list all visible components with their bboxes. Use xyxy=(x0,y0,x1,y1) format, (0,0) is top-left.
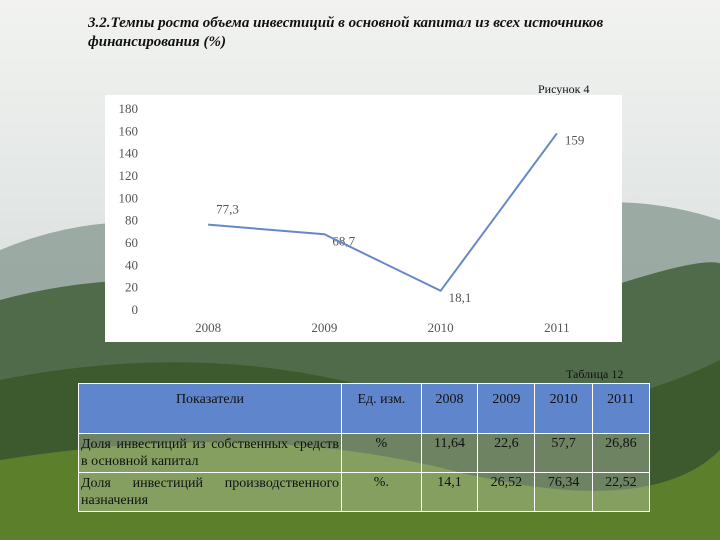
header-row: Показатели Ед. изм. 2008 2009 2010 2011 xyxy=(78,383,651,434)
x-tick-label: 2011 xyxy=(544,320,570,335)
y-tick-label: 120 xyxy=(119,168,139,183)
header-cell: Показатели xyxy=(78,383,342,434)
header-cell: 2011 xyxy=(591,383,651,434)
header-cell: 2009 xyxy=(477,383,536,434)
chart-area xyxy=(105,95,622,342)
data-label: 77,3 xyxy=(216,202,239,217)
table-cell: Доля инвестиций производственного назнач… xyxy=(78,472,342,512)
table-cell: 22,6 xyxy=(477,433,536,473)
table-cell: 14,1 xyxy=(420,472,479,512)
data-label: 18,1 xyxy=(449,290,472,305)
data-label: 68,7 xyxy=(332,233,355,248)
y-tick-label: 0 xyxy=(132,302,139,317)
header-cell: 2008 xyxy=(420,383,479,434)
table-row: Доля инвестиций из собственных средств в… xyxy=(78,433,651,473)
table-label: Таблица 12 xyxy=(566,367,624,381)
line xyxy=(208,132,558,293)
y-tick-label: 40 xyxy=(125,257,138,272)
table-row: Доля инвестиций производственного назнач… xyxy=(78,472,651,512)
data-label: 159 xyxy=(565,132,585,147)
y-tick-label: 180 xyxy=(119,101,139,116)
table-cell: 22,52 xyxy=(591,472,651,512)
table-cell: 57,7 xyxy=(534,433,593,473)
x-tick-label: 2009 xyxy=(311,320,337,335)
table-cell: 26,52 xyxy=(477,472,536,512)
table-cell: %. xyxy=(341,472,422,512)
table: Показатели Ед. изм. 2008 2009 2010 2011 Доля и… xyxy=(78,383,651,512)
header-cell: Ед. изм. xyxy=(341,383,422,434)
x-tick-label: 2008 xyxy=(195,320,221,335)
table-cell: 11,64 xyxy=(420,433,479,473)
header-cell: 2010 xyxy=(534,383,593,434)
y-tick-label: 160 xyxy=(119,123,139,138)
table-cell: 76,34 xyxy=(534,472,593,512)
y-tick-label: 140 xyxy=(119,146,139,161)
table-cell: % xyxy=(341,433,422,473)
table-cell: Доля инвестиций из собственных средств в… xyxy=(78,433,342,473)
figure-label: Рисунок 4 xyxy=(538,82,590,96)
x-tick-label: 2010 xyxy=(428,320,454,335)
y-tick-label: 100 xyxy=(119,190,139,205)
slide-title: 3.2.Темпы роста объема инвестиций в осно… xyxy=(88,15,604,50)
y-tick-label: 80 xyxy=(125,213,138,228)
y-tick-label: 60 xyxy=(125,235,138,250)
table-cell: 26,86 xyxy=(591,433,651,473)
y-tick-label: 20 xyxy=(125,280,138,295)
